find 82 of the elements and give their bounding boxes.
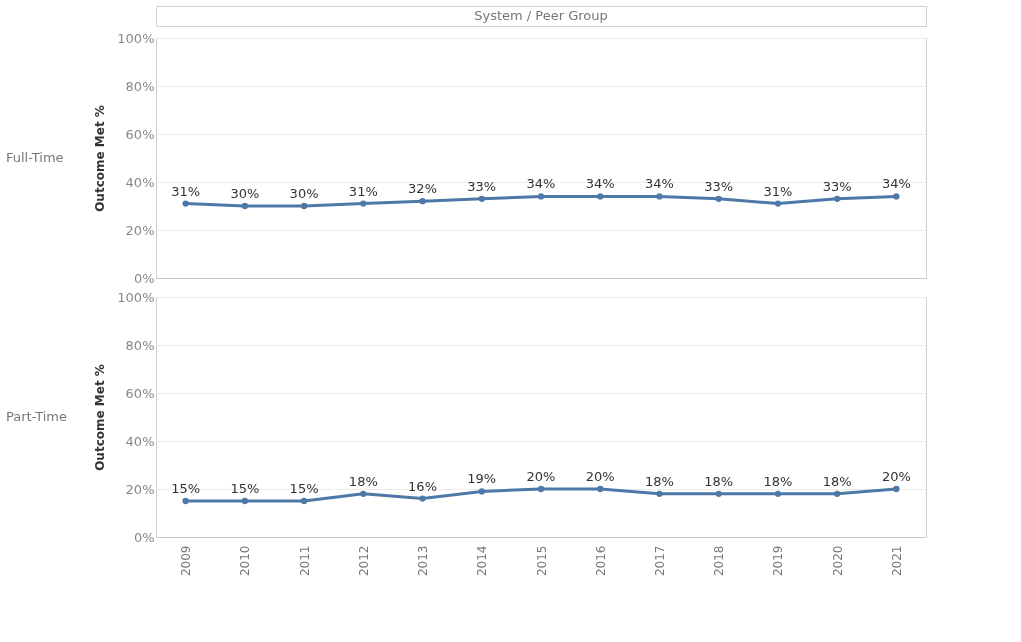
x-tick-label: 2019	[771, 545, 786, 577]
data-label: 32%	[408, 181, 437, 197]
point	[597, 485, 604, 493]
data-label: 15%	[289, 481, 319, 496]
point	[360, 200, 367, 207]
x-tick-label: 2018	[712, 545, 727, 577]
text: System / Peer Group	[474, 8, 608, 23]
x-tick-label: 2021	[889, 545, 904, 577]
data-label: 18%	[348, 473, 378, 489]
y-tick-label: 40%	[125, 433, 155, 449]
x-tick-label: 2017	[652, 545, 667, 577]
point	[419, 198, 426, 205]
data-label: 33%	[822, 178, 852, 194]
data-label: 18%	[645, 473, 674, 489]
x-tick-label: 2010	[238, 545, 253, 577]
data-label: 18%	[763, 473, 793, 489]
y-tick-label: 0%	[133, 270, 155, 286]
x-tick-label: 2016	[593, 545, 608, 577]
data-label: 33%	[467, 178, 497, 194]
point	[537, 193, 545, 200]
y-tick-label: 60%	[125, 385, 155, 401]
x-tick-label: 2015	[534, 545, 549, 577]
point	[478, 195, 485, 202]
y-tick-label: 0%	[133, 529, 155, 545]
data-label: 16%	[408, 478, 437, 494]
point	[893, 485, 900, 493]
point	[597, 193, 604, 200]
point	[241, 497, 249, 505]
point	[833, 195, 841, 202]
data-label: 34%	[881, 176, 911, 192]
x-tick-label: 2012	[356, 545, 371, 577]
data-label: 15%	[171, 481, 201, 496]
y-tick-label: 20%	[125, 481, 155, 497]
y-tick-label: 20%	[125, 222, 155, 238]
data-label: 31%	[171, 183, 201, 199]
point	[360, 490, 367, 497]
data-label: 34%	[645, 176, 674, 192]
y-axis-title: Outcome Met %	[93, 105, 108, 212]
data-label: 18%	[704, 473, 734, 489]
data-label: 31%	[763, 183, 793, 199]
point	[419, 495, 426, 502]
x-tick-label: 2020	[830, 545, 845, 577]
y-tick-label: 40%	[125, 174, 155, 190]
data-label: 34%	[585, 176, 615, 192]
y-tick-label: 80%	[125, 337, 155, 353]
data-label: 33%	[704, 178, 734, 194]
data-label: 19%	[467, 471, 497, 487]
point	[478, 488, 485, 495]
point	[656, 490, 663, 497]
y-tick-label: 60%	[125, 126, 155, 142]
point	[537, 485, 545, 493]
point	[300, 497, 308, 505]
y-tick-label: 80%	[125, 78, 155, 94]
x-tick-label: 2011	[297, 545, 312, 577]
data-label: 20%	[585, 469, 615, 484]
point	[715, 490, 722, 497]
data-label: 30%	[289, 186, 319, 201]
data-label: 20%	[526, 469, 556, 484]
point	[241, 202, 249, 210]
y-tick-label: 100%	[117, 30, 155, 46]
x-tick-label: 2013	[416, 545, 431, 577]
point	[182, 200, 189, 207]
y-axis-title: Outcome Met %	[93, 364, 108, 471]
data-label: 31%	[348, 183, 378, 199]
y-tick-label: 100%	[117, 289, 155, 305]
point	[715, 195, 722, 202]
text: Full-Time	[6, 150, 64, 165]
data-label: 18%	[822, 473, 852, 489]
point	[182, 497, 189, 505]
point	[893, 193, 900, 200]
x-tick-label: 2009	[179, 545, 194, 577]
point	[833, 490, 841, 497]
x-tick-label: 2014	[475, 545, 490, 577]
data-label: 30%	[230, 186, 260, 201]
point	[300, 202, 308, 210]
point	[656, 193, 663, 200]
data-label: 15%	[230, 481, 260, 496]
text: Part-Time	[6, 409, 67, 424]
point	[774, 490, 782, 497]
data-label: 34%	[526, 176, 556, 192]
point	[774, 200, 782, 207]
data-label: 20%	[881, 469, 911, 484]
